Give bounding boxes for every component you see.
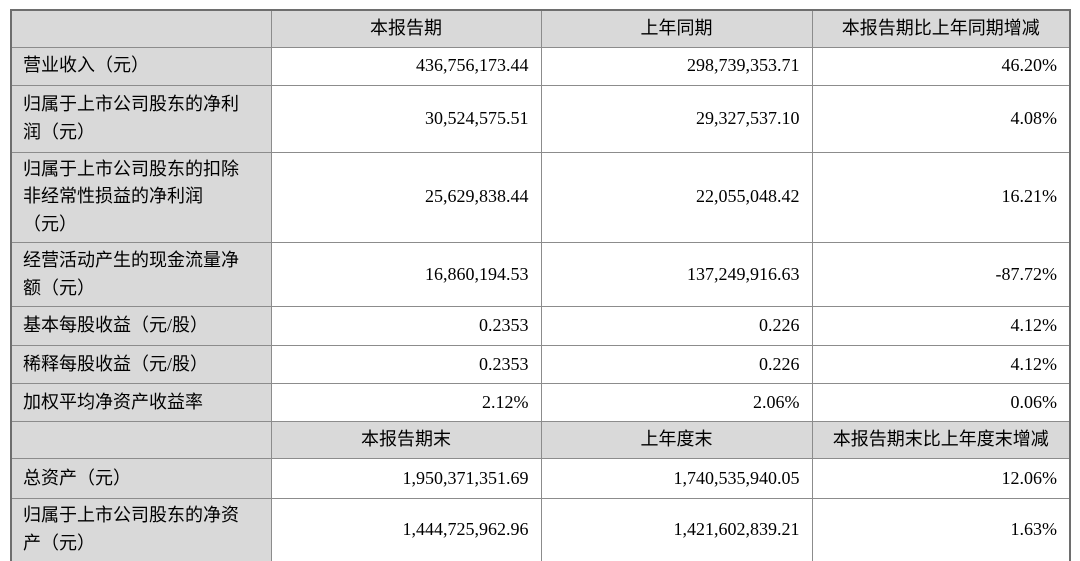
prior-period-value: 298,739,353.71	[540, 46, 813, 86]
prior-period-value: 2.06%	[540, 383, 813, 423]
prior-period-value: 22,055,048.42	[540, 151, 813, 244]
corner-cell	[10, 421, 272, 460]
period-header-row: 本报告期 上年同期 本报告期比上年同期增减	[10, 9, 1071, 48]
corner-cell	[10, 9, 272, 48]
change-value: 4.08%	[811, 84, 1071, 153]
change-value: 46.20%	[811, 46, 1071, 86]
period-end-header: 本报告期末	[270, 421, 542, 460]
row-label: 基本每股收益（元/股）	[10, 306, 272, 347]
current-period-value: 2.12%	[270, 383, 542, 423]
table-row-net-profit-excl-nonrecurring: 归属于上市公司股东的扣除非经常性损益的净利润（元） 25,629,838.44 …	[10, 151, 1071, 244]
period-change-header: 本报告期比上年同期增减	[811, 9, 1071, 48]
table-row-net-assets: 归属于上市公司股东的净资产（元） 1,444,725,962.96 1,421,…	[10, 498, 1071, 561]
period-end-value: 1,950,371,351.69	[270, 458, 542, 500]
prior-year-end-value: 1,740,535,940.05	[540, 458, 813, 500]
current-period-value: 25,629,838.44	[270, 151, 542, 244]
row-label: 营业收入（元）	[10, 46, 272, 86]
change-value: 16.21%	[811, 151, 1071, 244]
current-period-value: 30,524,575.51	[270, 84, 542, 153]
change-value: 1.63%	[811, 498, 1071, 561]
prior-period-value: 0.226	[540, 345, 813, 385]
table-row-weighted-avg-roe: 加权平均净资产收益率 2.12% 2.06% 0.06%	[10, 383, 1071, 423]
prior-period-header: 上年同期	[540, 9, 813, 48]
current-period-value: 0.2353	[270, 345, 542, 385]
table-row-net-profit: 归属于上市公司股东的净利润（元） 30,524,575.51 29,327,53…	[10, 84, 1071, 153]
table-row-diluted-eps: 稀释每股收益（元/股） 0.2353 0.226 4.12%	[10, 345, 1071, 385]
current-period-value: 436,756,173.44	[270, 46, 542, 86]
prior-period-value: 29,327,537.10	[540, 84, 813, 153]
change-value: 0.06%	[811, 383, 1071, 423]
change-value: 4.12%	[811, 306, 1071, 347]
row-label: 归属于上市公司股东的扣除非经常性损益的净利润（元）	[10, 151, 272, 244]
table-row-total-assets: 总资产（元） 1,950,371,351.69 1,740,535,940.05…	[10, 458, 1071, 500]
row-label: 经营活动产生的现金流量净额（元）	[10, 242, 272, 308]
table-row-operating-cash-flow: 经营活动产生的现金流量净额（元） 16,860,194.53 137,249,9…	[10, 242, 1071, 308]
table-row-basic-eps: 基本每股收益（元/股） 0.2353 0.226 4.12%	[10, 306, 1071, 347]
prior-period-value: 137,249,916.63	[540, 242, 813, 308]
change-value: 12.06%	[811, 458, 1071, 500]
prior-year-end-value: 1,421,602,839.21	[540, 498, 813, 561]
row-label: 总资产（元）	[10, 458, 272, 500]
row-label: 归属于上市公司股东的净利润（元）	[10, 84, 272, 153]
prior-year-end-header: 上年度末	[540, 421, 813, 460]
change-value: 4.12%	[811, 345, 1071, 385]
period-end-value: 1,444,725,962.96	[270, 498, 542, 561]
change-value: -87.72%	[811, 242, 1071, 308]
snapshot-change-header: 本报告期末比上年度末增减	[811, 421, 1071, 460]
row-label: 稀释每股收益（元/股）	[10, 345, 272, 385]
financial-summary-table: 本报告期 上年同期 本报告期比上年同期增减 营业收入（元） 436,756,17…	[10, 9, 1071, 561]
prior-period-value: 0.226	[540, 306, 813, 347]
row-label: 加权平均净资产收益率	[10, 383, 272, 423]
row-label: 归属于上市公司股东的净资产（元）	[10, 498, 272, 561]
snapshot-header-row: 本报告期末 上年度末 本报告期末比上年度末增减	[10, 421, 1071, 460]
current-period-value: 16,860,194.53	[270, 242, 542, 308]
current-period-value: 0.2353	[270, 306, 542, 347]
table-row-operating-revenue: 营业收入（元） 436,756,173.44 298,739,353.71 46…	[10, 46, 1071, 86]
current-period-header: 本报告期	[270, 9, 542, 48]
